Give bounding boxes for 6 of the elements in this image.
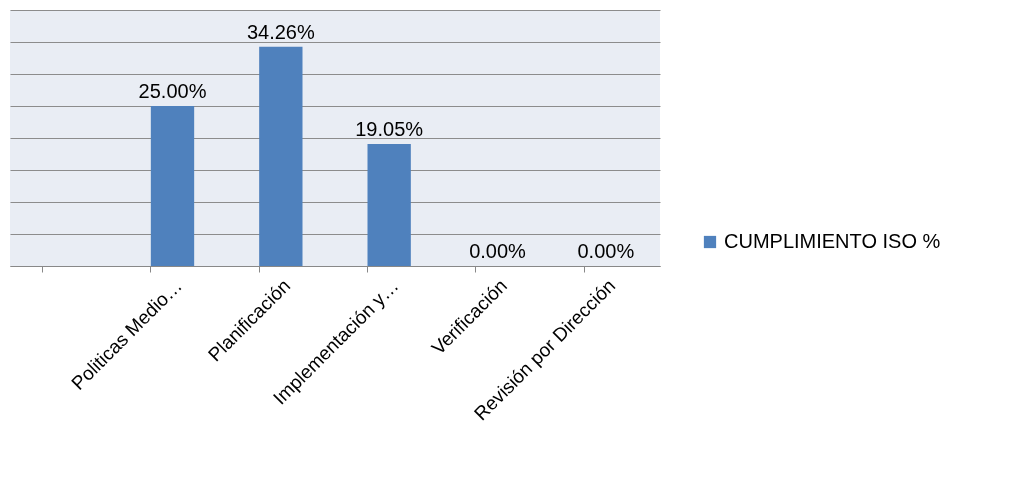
data-label: 34.26% [246,20,315,43]
legend-label: CUMPLIMIENTO ISO % [724,230,941,252]
data-label: 25.00% [138,80,207,102]
data-label: 0.00% [469,240,527,262]
data-label: 19.05% [355,118,424,141]
data-label: 0.00% [577,240,635,262]
